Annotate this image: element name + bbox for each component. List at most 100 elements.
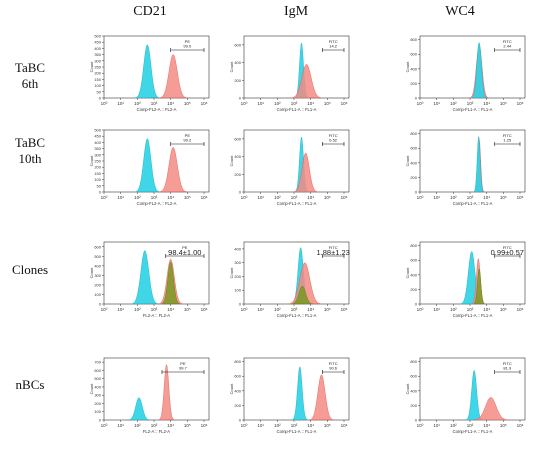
x-tick-label: 10⁵ [184,307,191,312]
x-tick-label: 10⁶ [201,307,208,312]
y-axis-label: Count [405,267,410,279]
x-tick-label: 10² [274,195,281,200]
x-tick-label: 10² [274,423,281,428]
gate-name: FITC [329,245,338,250]
y-axis-label: Count [229,383,234,395]
histogram-panel: 0 200 400 600 800 10⁰ 10¹ 10² 10³ 10⁴ 10⁵ 10⁶ Count C… [405,35,526,112]
x-tick-label: 10⁵ [324,195,331,200]
y-tick-label: 50 [97,183,102,188]
x-tick-label: 10⁵ [184,101,191,106]
y-tick-label: 200 [234,403,241,408]
x-axis-label: Comp-FL1-A :: FL1-A [277,313,317,318]
y-tick-label: 0 [239,302,242,307]
y-tick-label: 400 [94,140,101,145]
gate-name: FITC [503,133,512,138]
y-tick-label: 800 [410,37,417,42]
x-tick-label: 10⁶ [201,195,208,200]
y-tick-label: 200 [410,403,417,408]
x-tick-label: 10⁴ [307,307,314,312]
x-tick-label: 10¹ [257,307,264,312]
y-tick-label: 400 [234,246,241,251]
y-tick-label: 200 [94,71,101,76]
y-tick-label: 0 [99,302,102,307]
x-tick-label: 10¹ [433,101,440,106]
y-tick-label: 100 [94,409,101,414]
x-tick-label: 10¹ [257,101,264,106]
histogram-panel: 0 200 400 600 800 10⁰ 10¹ 10² 10³ 10⁴ 10⁵ 10⁶ Count C… [405,241,526,318]
y-tick-label: 350 [94,146,101,151]
histogram-panel: 0 200 400 600 800 10⁰ 10¹ 10² 10³ 10⁴ 10⁵ 10⁶ Count C… [229,357,350,434]
x-tick-label: 10⁰ [101,423,108,428]
x-tick-label: 10³ [151,195,158,200]
y-tick-label: 0 [99,418,102,423]
x-tick-label: 10² [450,307,457,312]
y-tick-label: 600 [234,374,241,379]
y-tick-label: 100 [94,83,101,88]
x-tick-label: 10⁵ [184,195,191,200]
gate-name: FITC [329,361,338,366]
y-tick-label: 0 [415,96,418,101]
row-label-line: 10th [18,151,42,166]
y-tick-label: 500 [94,34,101,39]
x-tick-label: 10⁴ [483,423,490,428]
y-tick-label: 300 [94,152,101,157]
x-tick-label: 10⁵ [500,307,507,312]
y-axis-label: Count [229,267,234,279]
y-tick-label: 300 [94,58,101,63]
y-tick-label: 100 [94,177,101,182]
y-tick-label: 350 [94,52,101,57]
x-tick-label: 10¹ [433,195,440,200]
x-tick-label: 10² [274,307,281,312]
gate-value: 99.0 [183,44,192,49]
y-tick-label: 800 [410,359,417,364]
y-axis-label: Count [89,61,94,73]
y-tick-label: 400 [234,60,241,65]
y-tick-label: 800 [234,359,241,364]
y-tick-label: 0 [239,418,242,423]
x-tick-label: 10² [450,195,457,200]
gate-value: 99.7 [179,366,188,371]
gate-value: 90.6 [329,366,338,371]
x-tick-label: 10⁴ [307,195,314,200]
x-axis-label: Comp-FL2-A :: FL2-A [137,107,177,112]
control-histogram [131,250,158,305]
y-tick-label: 400 [234,388,241,393]
y-axis-label: Count [405,155,410,167]
y-tick-label: 200 [94,401,101,406]
gate-value: 6.52 [329,138,338,143]
row-label-line: TaBC [14,135,46,150]
x-tick-label: 10⁴ [483,195,490,200]
x-axis-label: Comp-FL1-A :: FL1-A [453,429,493,434]
x-tick-label: 10³ [467,101,474,106]
control-histogram [128,397,150,421]
x-tick-label: 10³ [291,307,298,312]
x-tick-label: 10⁰ [417,307,424,312]
y-tick-label: 600 [410,258,417,263]
y-tick-label: 300 [94,273,101,278]
y-tick-label: 800 [410,131,417,136]
x-tick-label: 10⁵ [324,423,331,428]
column-header-wc4: WC4 [445,4,475,19]
y-tick-label: 600 [94,244,101,249]
y-tick-label: 450 [94,134,101,139]
y-tick-label: 500 [94,376,101,381]
row-label-line: TaBC [14,60,46,75]
histogram-panel: 0 200 400 600 10⁰ 10¹ 10² 10³ 10⁴ 10⁵ 10⁶ Count Comp… [229,129,350,206]
gate-value: 99.2 [183,138,192,143]
histogram-panel: 0 100 200 300 400 10⁰ 10¹ 10² 10³ 10⁴ 10⁵ 10⁶ Count C… [229,241,350,318]
plot-frame [103,357,210,421]
y-tick-label: 150 [94,171,101,176]
x-tick-label: 10¹ [257,195,264,200]
x-axis-label: Comp-FL2-A :: FL2-A [137,201,177,206]
x-tick-label: 10³ [467,423,474,428]
x-tick-label: 10⁴ [167,423,174,428]
x-tick-label: 10⁴ [167,307,174,312]
y-tick-label: 400 [410,388,417,393]
histogram-panel: 0 100 200 300 400 500 600 10⁰ 10¹ 10² 10³ 10⁴ 10⁵ 10⁶… [89,241,210,318]
histogram-panel: 0 200 400 600 800 10⁰ 10¹ 10² 10³ 10⁴ 10⁵ 10⁶ Count C… [405,129,526,206]
x-tick-label: 10¹ [433,423,440,428]
stained-histogram [158,364,175,421]
column-header-igm: IgM [283,4,309,19]
